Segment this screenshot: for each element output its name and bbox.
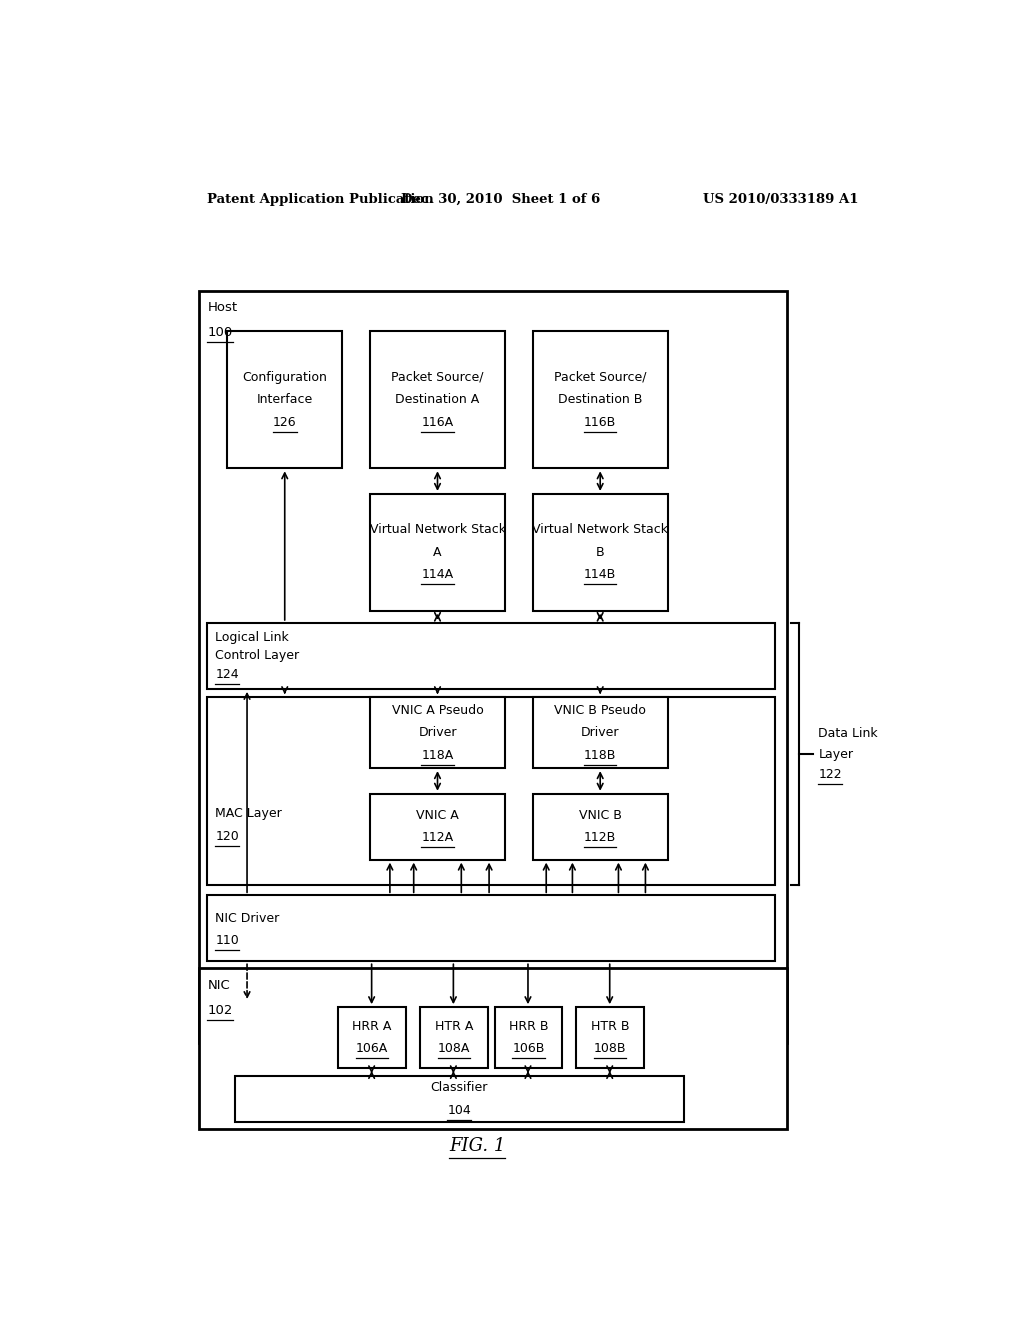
Text: 116B: 116B bbox=[584, 416, 616, 429]
Text: HRR A: HRR A bbox=[352, 1020, 392, 1034]
Text: MAC Layer: MAC Layer bbox=[215, 808, 282, 821]
Text: VNIC B Pseudo: VNIC B Pseudo bbox=[554, 704, 646, 717]
Text: Interface: Interface bbox=[257, 393, 313, 407]
Text: HTR A: HTR A bbox=[434, 1020, 473, 1034]
Bar bbox=[370, 697, 505, 768]
Bar bbox=[495, 1007, 562, 1068]
Text: Packet Source/: Packet Source/ bbox=[391, 371, 483, 384]
Text: Layer: Layer bbox=[818, 747, 853, 760]
Text: 114A: 114A bbox=[422, 568, 454, 581]
Bar bbox=[370, 793, 505, 859]
Bar bbox=[338, 1007, 406, 1068]
Bar bbox=[532, 697, 668, 768]
Text: Control Layer: Control Layer bbox=[215, 649, 299, 663]
Bar bbox=[370, 331, 505, 469]
Text: Logical Link: Logical Link bbox=[215, 631, 289, 644]
Text: Driver: Driver bbox=[581, 726, 620, 739]
Bar bbox=[207, 895, 775, 961]
Bar bbox=[207, 697, 775, 886]
Text: VNIC A: VNIC A bbox=[416, 809, 459, 822]
Text: 122: 122 bbox=[818, 768, 842, 781]
Bar bbox=[236, 1076, 684, 1122]
Text: Virtual Network Stack: Virtual Network Stack bbox=[532, 524, 669, 536]
Text: 108A: 108A bbox=[437, 1043, 470, 1055]
Text: NIC: NIC bbox=[207, 978, 230, 991]
Text: Packet Source/: Packet Source/ bbox=[554, 371, 646, 384]
Text: 114B: 114B bbox=[584, 568, 616, 581]
Text: 106A: 106A bbox=[356, 1043, 388, 1055]
Bar bbox=[207, 623, 775, 689]
Text: 102: 102 bbox=[207, 1005, 232, 1016]
Bar bbox=[200, 969, 786, 1129]
Text: Destination A: Destination A bbox=[395, 393, 479, 407]
Text: VNIC A Pseudo: VNIC A Pseudo bbox=[391, 704, 483, 717]
Text: US 2010/0333189 A1: US 2010/0333189 A1 bbox=[702, 193, 858, 206]
Text: Virtual Network Stack: Virtual Network Stack bbox=[370, 524, 506, 536]
Text: Driver: Driver bbox=[418, 726, 457, 739]
Text: 116A: 116A bbox=[422, 416, 454, 429]
Text: 112B: 112B bbox=[584, 832, 616, 845]
Text: 112A: 112A bbox=[422, 832, 454, 845]
Bar bbox=[532, 494, 668, 611]
Text: NIC Driver: NIC Driver bbox=[215, 912, 280, 924]
Text: Configuration: Configuration bbox=[243, 371, 328, 384]
Text: 106B: 106B bbox=[512, 1043, 545, 1055]
Text: Classifier: Classifier bbox=[431, 1081, 488, 1094]
Text: B: B bbox=[596, 545, 604, 558]
Text: 100: 100 bbox=[207, 326, 232, 339]
Text: Destination B: Destination B bbox=[558, 393, 642, 407]
Text: Patent Application Publication: Patent Application Publication bbox=[207, 193, 434, 206]
Bar bbox=[532, 331, 668, 469]
Text: 118A: 118A bbox=[422, 748, 454, 762]
Bar bbox=[200, 290, 786, 1043]
Text: A: A bbox=[433, 545, 441, 558]
Bar bbox=[370, 494, 505, 611]
Text: HRR B: HRR B bbox=[509, 1020, 548, 1034]
Text: 124: 124 bbox=[215, 668, 239, 681]
Text: 118B: 118B bbox=[584, 748, 616, 762]
Text: Data Link: Data Link bbox=[818, 727, 878, 741]
Text: 120: 120 bbox=[215, 830, 239, 843]
Bar bbox=[420, 1007, 487, 1068]
Text: Dec. 30, 2010  Sheet 1 of 6: Dec. 30, 2010 Sheet 1 of 6 bbox=[401, 193, 601, 206]
Bar bbox=[577, 1007, 644, 1068]
Text: FIG. 1: FIG. 1 bbox=[449, 1138, 506, 1155]
Text: 108B: 108B bbox=[594, 1043, 627, 1055]
Bar bbox=[532, 793, 668, 859]
Text: VNIC B: VNIC B bbox=[579, 809, 622, 822]
Text: Host: Host bbox=[207, 301, 238, 314]
Text: HTR B: HTR B bbox=[591, 1020, 630, 1034]
Bar bbox=[227, 331, 342, 469]
Text: 126: 126 bbox=[273, 416, 297, 429]
Text: 104: 104 bbox=[447, 1104, 471, 1117]
Text: 110: 110 bbox=[215, 935, 239, 946]
